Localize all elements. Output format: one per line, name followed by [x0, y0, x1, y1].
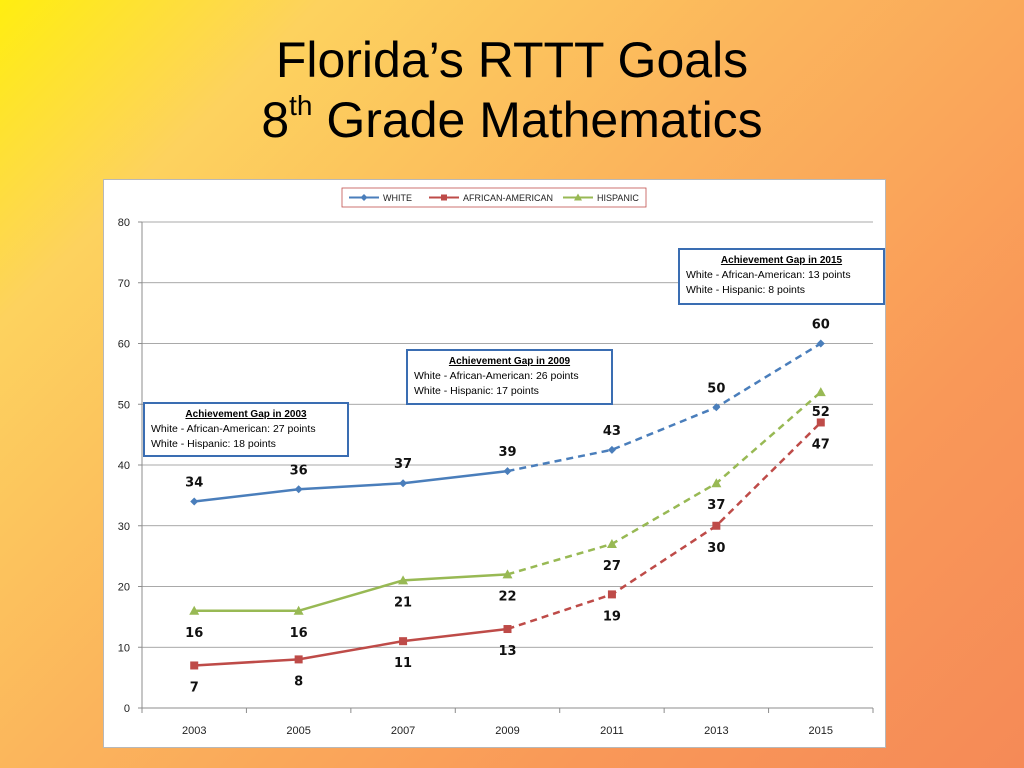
white-data-label: 50: [707, 381, 725, 396]
white-point: [816, 339, 825, 348]
hispanic-projection-line: [507, 391, 822, 576]
x-tick-label: 2007: [391, 725, 415, 737]
y-tick-label: 40: [118, 460, 130, 472]
white-data-label: 34: [185, 475, 203, 490]
gap-2009-line-2: White - Hispanic: 17 points: [414, 385, 539, 397]
african-american-data-label: 19: [603, 609, 621, 624]
slide-title: Florida’s RTTT Goals 8th Grade Mathemati…: [0, 30, 1024, 150]
gap-2009-title: Achievement Gap in 2009: [448, 356, 571, 367]
legend-hispanic-label: HISPANIC: [597, 193, 639, 203]
gap-2015-line-2: White - Hispanic: 8 points: [686, 284, 806, 296]
african-american-point: [190, 661, 199, 670]
y-tick-label: 60: [118, 339, 130, 351]
white-point: [607, 445, 616, 454]
white-point: [399, 479, 408, 488]
gap-2003-callout: Achievement Gap in 2003 White - African-…: [143, 402, 349, 457]
gap-2015-line-1: White - African-American: 13 points: [686, 269, 851, 281]
hispanic-data-label: 21: [394, 595, 412, 610]
title-line-2: 8th Grade Mathematics: [0, 90, 1024, 150]
title-line-1: Florida’s RTTT Goals: [275, 32, 749, 88]
x-tick-label: 2003: [182, 725, 206, 737]
african-american-data-label: 30: [707, 541, 725, 556]
hispanic-point: [502, 569, 513, 579]
hispanic-point: [711, 478, 722, 488]
white-point: [712, 403, 721, 412]
x-tick-label: 2009: [495, 725, 519, 737]
african-american-data-label: 13: [498, 644, 516, 659]
x-tick-label: 2013: [704, 725, 728, 737]
hispanic-data-label: 52: [812, 405, 830, 420]
title-grade-number: 8: [261, 92, 290, 148]
gap-2015-title: Achievement Gap in 2015: [720, 255, 843, 266]
african-american-data-label: 47: [812, 437, 830, 452]
hispanic-data-label: 37: [707, 498, 725, 513]
x-tick-label: 2005: [286, 725, 310, 737]
legend-hispanic-marker: [574, 193, 582, 201]
african-american-series-line: [194, 627, 508, 667]
title-grade-text: Grade Mathematics: [312, 92, 763, 148]
legend-african-american-label: AFRICAN-AMERICAN: [463, 193, 553, 203]
african-american-data-label: 11: [394, 656, 412, 671]
gap-2003-title: Achievement Gap in 2003: [185, 409, 307, 420]
white-series-line: [194, 469, 508, 503]
african-american-point: [607, 590, 616, 599]
white-data-label: 37: [394, 457, 412, 472]
african-american-point: [712, 521, 721, 530]
hispanic-point: [606, 538, 617, 548]
x-tick-label: 2011: [600, 725, 624, 737]
x-tick-label: 2015: [809, 725, 833, 737]
hispanic-point: [293, 605, 304, 615]
african-american-point: [399, 637, 408, 646]
y-tick-label: 70: [118, 278, 130, 290]
hispanic-data-label: 27: [603, 559, 621, 574]
gap-2009-line-1: White - African-American: 26 points: [414, 370, 579, 382]
hispanic-point: [398, 575, 409, 585]
white-data-label: 39: [498, 445, 516, 460]
white-data-label: 36: [290, 463, 308, 478]
y-tick-label: 50: [118, 399, 130, 411]
african-american-projection-line: [507, 421, 822, 631]
gap-2003-line-1: White - African-American: 27 points: [151, 423, 316, 435]
hispanic-data-label: 16: [290, 626, 308, 641]
hispanic-data-label: 22: [498, 589, 516, 604]
gap-2003-line-2: White - Hispanic: 18 points: [151, 438, 276, 450]
african-american-point: [503, 625, 512, 634]
line-chart: 0 10 20 30 40 50 60 70 80 2003 2005 2007 2009 2011 201…: [118, 187, 874, 737]
title-grade-suffix: th: [289, 90, 313, 121]
african-american-point: [294, 655, 303, 664]
gap-2015-callout: Achievement Gap in 2015 White - African-…: [678, 248, 885, 305]
hispanic-point: [815, 387, 826, 397]
legend-white-label: WHITE: [383, 193, 412, 203]
y-tick-label: 10: [118, 642, 130, 654]
hispanic-point: [189, 605, 200, 615]
african-american-data-label: 8: [294, 674, 303, 689]
y-tick-label: 80: [118, 217, 130, 229]
white-projection-line: [507, 342, 822, 473]
white-point: [503, 467, 512, 476]
white-point: [190, 497, 199, 506]
chart-legend: WHITE AFRICAN-AMERICAN HISPANIC: [341, 187, 647, 208]
legend-white-marker: [360, 194, 368, 201]
legend-frame: [341, 187, 647, 208]
african-american-point: [816, 418, 825, 427]
y-tick-label: 20: [118, 582, 130, 594]
white-data-label: 43: [603, 424, 621, 439]
legend-african-american-marker: [441, 194, 447, 201]
y-tick-label: 30: [118, 521, 130, 533]
gap-2009-callout: Achievement Gap in 2009 White - African-…: [406, 349, 613, 405]
y-tick-label: 0: [124, 703, 130, 715]
white-data-label: 60: [812, 318, 830, 333]
chart-area: 0 10 20 30 40 50 60 70 80 2003 2005 2007 2009 2011 201…: [103, 179, 886, 748]
hispanic-series-line: [194, 573, 508, 613]
hispanic-data-label: 16: [185, 626, 203, 641]
white-point: [294, 485, 303, 494]
african-american-data-label: 7: [190, 680, 199, 695]
